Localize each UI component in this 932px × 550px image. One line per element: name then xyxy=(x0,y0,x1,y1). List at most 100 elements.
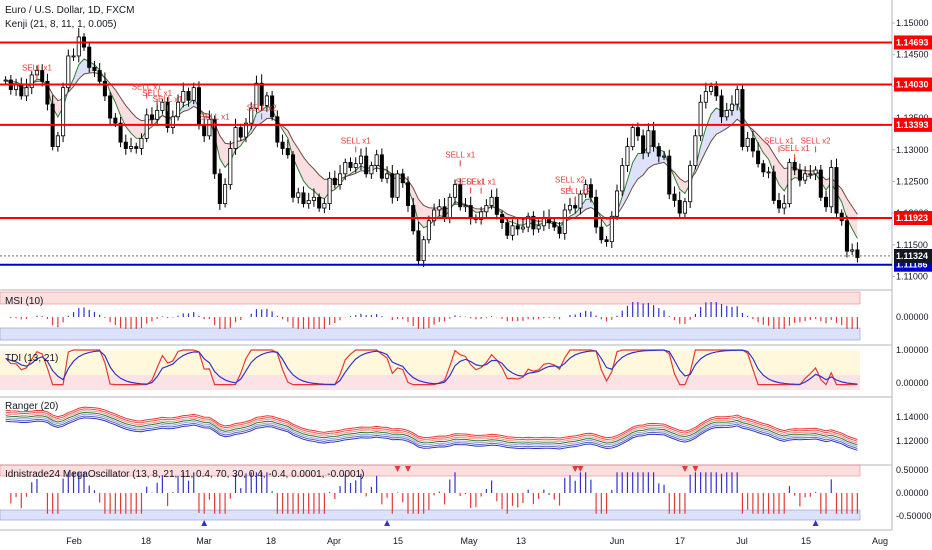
candle-body[interactable] xyxy=(599,226,604,241)
candle-body[interactable] xyxy=(750,137,755,152)
candle-body[interactable] xyxy=(270,95,275,118)
candle-body[interactable] xyxy=(766,171,771,174)
candle-body[interactable] xyxy=(170,116,175,128)
candle-body[interactable] xyxy=(228,148,233,186)
candle-body[interactable] xyxy=(630,127,635,147)
candle-body[interactable] xyxy=(421,239,426,262)
candle-body[interactable] xyxy=(635,127,640,137)
candle-body[interactable] xyxy=(343,162,348,175)
candle-body[interactable] xyxy=(249,108,254,124)
candle-body[interactable] xyxy=(134,146,139,149)
candle-body[interactable] xyxy=(165,101,170,128)
tdi-pane[interactable]: 1.00000 0.00000 xyxy=(0,344,929,390)
candle-body[interactable] xyxy=(693,135,698,166)
candle-body[interactable] xyxy=(850,249,855,252)
candle-body[interactable] xyxy=(437,206,442,211)
candle-body[interactable] xyxy=(677,200,682,214)
candle-body[interactable] xyxy=(348,162,353,168)
candle-body[interactable] xyxy=(113,117,118,124)
candle-body[interactable] xyxy=(682,201,687,214)
candle-body[interactable] xyxy=(291,154,296,198)
candle-body[interactable] xyxy=(176,101,181,118)
candle-body[interactable] xyxy=(813,169,818,175)
candle-body[interactable] xyxy=(740,89,745,147)
candle-body[interactable] xyxy=(149,114,154,120)
candle-body[interactable] xyxy=(614,190,620,217)
candle-body[interactable] xyxy=(45,80,50,105)
candle-body[interactable] xyxy=(40,70,45,82)
candle-body[interactable] xyxy=(306,200,311,205)
candle-body[interactable] xyxy=(19,84,24,97)
candle-body[interactable] xyxy=(479,211,484,220)
candle-body[interactable] xyxy=(353,163,358,168)
candle-body[interactable] xyxy=(651,130,656,147)
candle-body[interactable] xyxy=(515,225,520,230)
candle-body[interactable] xyxy=(390,173,395,198)
candle-body[interactable] xyxy=(426,220,431,241)
candle-body[interactable] xyxy=(238,127,243,138)
candle-body[interactable] xyxy=(108,95,113,119)
candle-body[interactable] xyxy=(776,200,782,209)
candle-body[interactable] xyxy=(301,192,306,205)
ranger-pane[interactable]: 1.14000 1.12000 xyxy=(0,396,929,451)
candle-body[interactable] xyxy=(735,89,740,105)
candle-body[interactable] xyxy=(594,196,599,228)
candle-body[interactable] xyxy=(662,155,667,158)
candle-body[interactable] xyxy=(839,212,844,222)
candle-body[interactable] xyxy=(771,171,776,201)
candle-body[interactable] xyxy=(254,82,259,109)
candle-body[interactable] xyxy=(531,215,536,230)
candle-body[interactable] xyxy=(139,137,144,149)
candle-body[interactable] xyxy=(698,101,703,137)
candle-body[interactable] xyxy=(745,137,750,147)
candle-body[interactable] xyxy=(296,192,301,198)
candle-body[interactable] xyxy=(202,124,207,137)
candle-body[interactable] xyxy=(756,150,761,165)
candle-body[interactable] xyxy=(207,118,212,137)
candle-body[interactable] xyxy=(327,177,332,205)
candle-body[interactable] xyxy=(468,205,473,219)
candle-body[interactable] xyxy=(24,87,29,97)
candle-body[interactable] xyxy=(729,103,734,111)
msi-pane[interactable]: 0.00000 xyxy=(0,289,929,341)
candle-body[interactable] xyxy=(782,203,787,209)
candle-body[interactable] xyxy=(792,162,797,171)
candle-body[interactable] xyxy=(280,141,285,149)
candle-body[interactable] xyxy=(620,165,625,192)
candle-body[interactable] xyxy=(14,84,19,90)
candle-body[interactable] xyxy=(625,146,630,166)
candle-body[interactable] xyxy=(855,249,860,258)
candle-body[interactable] xyxy=(844,220,849,252)
candle-body[interactable] xyxy=(66,55,71,89)
candle-body[interactable] xyxy=(243,122,249,138)
price-pane[interactable]: 1.150001.145001.140001.135001.130001.125… xyxy=(0,0,932,530)
candle-body[interactable] xyxy=(541,217,546,227)
candle-body[interactable] xyxy=(562,209,567,234)
candle-body[interactable] xyxy=(797,169,802,181)
candle-body[interactable] xyxy=(552,222,557,228)
candle-body[interactable] xyxy=(97,70,102,82)
candle-body[interactable] xyxy=(656,146,661,157)
candle-body[interactable] xyxy=(181,91,186,103)
candle-body[interactable] xyxy=(29,74,34,89)
candle-body[interactable] xyxy=(233,127,238,149)
candle-body[interactable] xyxy=(458,184,463,208)
candle-body[interactable] xyxy=(803,173,808,181)
candle-body[interactable] xyxy=(609,215,614,243)
candle-body[interactable] xyxy=(536,225,541,230)
candle-body[interactable] xyxy=(123,141,128,149)
candle-body[interactable] xyxy=(646,130,651,154)
candle-body[interactable] xyxy=(829,167,834,208)
candle-body[interactable] xyxy=(385,173,390,179)
candle-body[interactable] xyxy=(322,203,327,209)
candle-body[interactable] xyxy=(818,169,823,198)
candle-body[interactable] xyxy=(160,101,165,111)
candle-body[interactable] xyxy=(641,135,646,154)
candle-body[interactable] xyxy=(264,95,269,106)
candle-body[interactable] xyxy=(463,205,468,208)
candle-body[interactable] xyxy=(400,173,405,184)
candle-body[interactable] xyxy=(808,173,813,176)
candle-body[interactable] xyxy=(102,80,107,97)
candle-body[interactable] xyxy=(834,167,839,214)
